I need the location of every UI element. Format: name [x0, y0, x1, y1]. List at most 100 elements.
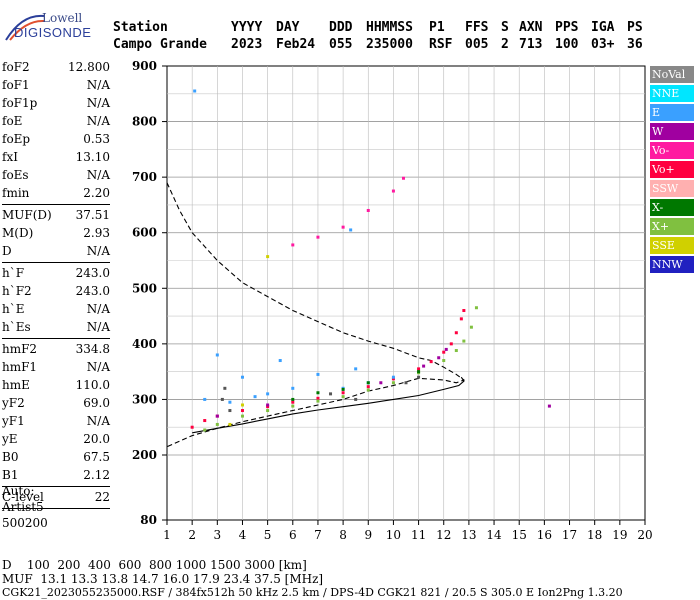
echo-point	[341, 225, 345, 229]
echo-point	[366, 381, 370, 385]
chart-marks	[190, 89, 551, 432]
param-value: N/A	[86, 114, 110, 128]
x-tick-label: 4	[239, 528, 247, 542]
param-name: hmF2	[2, 342, 38, 356]
y-tick-label: 700	[132, 170, 157, 184]
muf-label: MUF	[2, 572, 33, 586]
param-name: MUF(D)	[2, 208, 52, 222]
echo-point	[442, 359, 446, 363]
echo-point	[417, 367, 421, 371]
echo-point	[401, 176, 405, 180]
param-value: 12.800	[68, 60, 110, 74]
param-row: yF1 N/A	[2, 412, 110, 430]
ddd-value: 055	[329, 37, 353, 52]
param-name: M(D)	[2, 226, 34, 240]
param-value: 2.20	[83, 186, 110, 200]
digisonde-logo: Lowell DIGISONDE	[2, 10, 110, 44]
x-tick-label: 1	[163, 528, 171, 542]
echo-point	[341, 387, 345, 391]
param-name: foE	[2, 114, 23, 128]
param-group-muf: MUF(D) 37.51 M(D) 2.93 D N/A	[2, 206, 110, 260]
file-info-footer: CGK21_2023055235000.RSF / 384fx512h 50 k…	[2, 586, 623, 599]
param-value: 2.12	[83, 468, 110, 482]
param-row: h`F2 243.0	[2, 282, 110, 300]
header-ffs: FFS	[465, 20, 489, 35]
legend-item-nnw: NNW	[650, 256, 694, 273]
param-value: 20.0	[83, 432, 110, 446]
header-p1: P1	[429, 20, 445, 35]
x-tick-label: 18	[587, 528, 602, 542]
y-tick-label: 500	[132, 281, 157, 295]
param-name: fmin	[2, 186, 30, 200]
legend-item-nne: NNE	[650, 85, 694, 102]
param-row: foF2 12.800	[2, 58, 110, 76]
logo-lowell-text: Lowell	[42, 11, 83, 25]
param-name: D	[2, 244, 12, 258]
header-axn: AXN	[519, 20, 543, 35]
x-tick-label: 6	[289, 528, 297, 542]
param-value: 243.0	[75, 284, 110, 298]
echo-point	[444, 347, 448, 351]
echo-point	[366, 388, 370, 392]
legend-item-sse: SSE	[650, 237, 694, 254]
param-name: h`Es	[2, 320, 31, 334]
param-row: foE N/A	[2, 112, 110, 130]
x-axis-ticks: 1 2 3 4 5 6 7 8 9 10 11 12 13 14 15 16 17 18 19 20	[163, 520, 653, 542]
param-row: B1 2.12	[2, 466, 110, 484]
echo-point	[404, 381, 408, 385]
legend-item-noval: NoVal	[650, 66, 694, 83]
auto-code: 500200	[2, 516, 48, 530]
y-tick-label: 900	[132, 59, 157, 73]
param-value: N/A	[86, 302, 110, 316]
legend-item-e: E	[650, 104, 694, 121]
echo-point	[215, 422, 219, 426]
legend-item-vo-minus: Vo-	[650, 142, 694, 159]
param-name: foF1	[2, 78, 30, 92]
param-value: 22	[94, 490, 110, 504]
y-tick-label: 400	[132, 337, 157, 351]
echo-point	[391, 189, 395, 193]
divider	[2, 262, 110, 263]
echo-point	[354, 367, 358, 371]
echo-point	[193, 89, 197, 93]
divider	[2, 508, 110, 509]
param-value: 37.51	[75, 208, 110, 222]
echo-point	[240, 409, 244, 413]
param-name: hmE	[2, 378, 30, 392]
legend-item-x-plus: X+	[650, 218, 694, 235]
param-name: foEp	[2, 132, 31, 146]
axn-value: 713	[519, 37, 543, 52]
header-yyyy: YYYY	[231, 20, 263, 35]
param-name: yE	[2, 432, 18, 446]
pps-value: 100	[555, 37, 579, 52]
x-tick-label: 19	[612, 528, 627, 542]
echo-point	[203, 428, 207, 432]
echo-point	[215, 353, 219, 357]
param-name: h`F2	[2, 284, 32, 298]
param-name: fxI	[2, 150, 18, 164]
divider	[2, 486, 110, 487]
logo-digisonde-text: DIGISONDE	[14, 25, 92, 40]
y-tick-label: 600	[132, 226, 157, 240]
echo-point	[391, 381, 395, 385]
echo-point	[437, 356, 441, 360]
param-value: 67.5	[83, 450, 110, 464]
echo-point	[469, 325, 473, 329]
x-tick-label: 7	[314, 528, 322, 542]
echo-point	[266, 403, 270, 407]
auto-label: Auto:	[2, 484, 35, 498]
header-s: S	[501, 20, 509, 35]
header-ddd: DDD	[329, 20, 353, 35]
x-tick-label: 5	[264, 528, 272, 542]
param-name: foF2	[2, 60, 30, 74]
param-name: h`E	[2, 302, 25, 316]
echo-point	[215, 414, 219, 418]
header-hhmmss: HHMMSS	[366, 20, 413, 35]
chart-curves	[166, 182, 466, 448]
chart-grid	[167, 66, 645, 520]
param-group-clevel: C-level 22	[2, 488, 110, 506]
echo-point	[266, 409, 270, 413]
param-row: foEs N/A	[2, 166, 110, 184]
param-value: 243.0	[75, 266, 110, 280]
param-value: N/A	[86, 168, 110, 182]
